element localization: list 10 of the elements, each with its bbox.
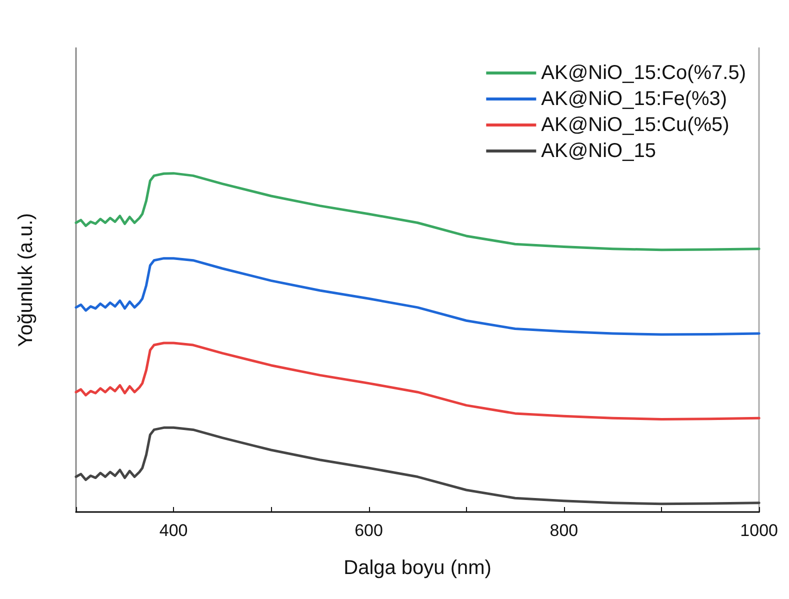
y-axis-title: Yoğunluk (a.u.) — [15, 213, 37, 347]
x-tick-label: 600 — [354, 521, 383, 540]
x-tick-label: 800 — [550, 521, 578, 540]
x-tick-label: 1000 — [740, 521, 778, 540]
legend-label: AK@NiO_15:Cu(%5) — [541, 114, 730, 136]
legend-label: AK@NiO_15 — [541, 140, 656, 162]
x-axis-title: Dalga boyu (nm) — [344, 557, 492, 579]
legend-label: AK@NiO_15:Fe(%3) — [541, 88, 728, 110]
x-tick-label: 400 — [159, 521, 188, 540]
legend-label: AK@NiO_15:Co(%7.5) — [541, 62, 746, 84]
